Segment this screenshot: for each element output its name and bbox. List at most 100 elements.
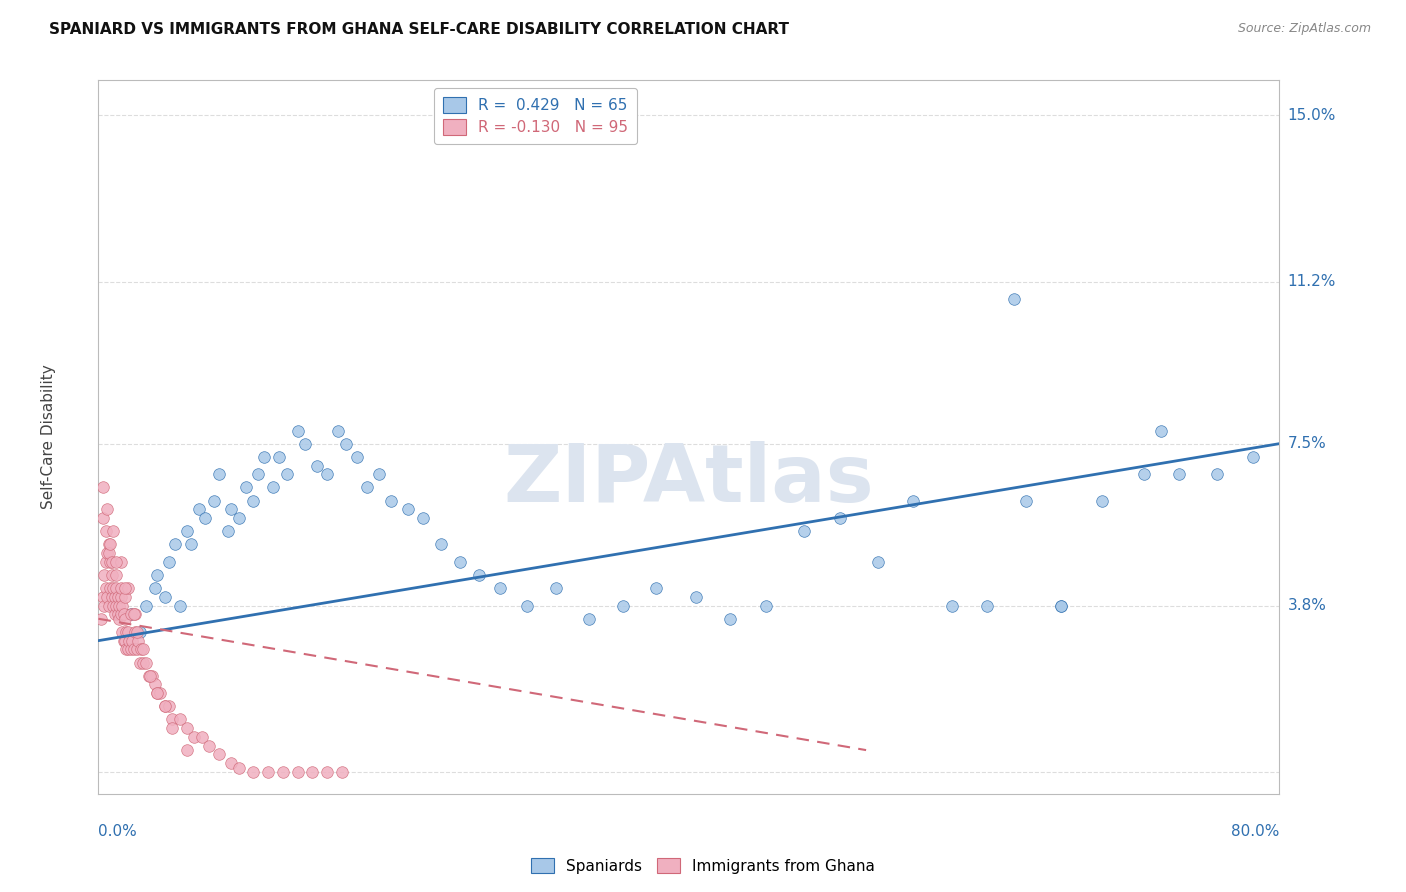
- Point: [93, 599, 115, 613]
- Point: [176, 721, 198, 735]
- Legend: Spaniards, Immigrants from Ghana: Spaniards, Immigrants from Ghana: [524, 852, 882, 880]
- Point: [316, 764, 339, 779]
- Point: [110, 607, 132, 622]
- Point: [262, 480, 284, 494]
- Point: [169, 713, 191, 727]
- Point: [191, 730, 214, 744]
- Legend: R =  0.429   N = 65, R = -0.130   N = 95: R = 0.429 N = 65, R = -0.130 N = 95: [433, 88, 637, 145]
- Point: [103, 581, 125, 595]
- Point: [828, 511, 851, 525]
- Point: [94, 581, 117, 595]
- Point: [105, 568, 128, 582]
- Point: [143, 581, 166, 595]
- Point: [97, 546, 120, 560]
- Point: [94, 524, 117, 539]
- Point: [122, 642, 145, 657]
- Point: [578, 612, 600, 626]
- Point: [90, 612, 112, 626]
- Point: [117, 624, 139, 639]
- Point: [287, 424, 309, 438]
- Point: [105, 581, 128, 595]
- Point: [793, 524, 815, 539]
- Point: [1091, 493, 1114, 508]
- Point: [96, 546, 118, 560]
- Point: [176, 524, 198, 539]
- Point: [1002, 292, 1025, 306]
- Point: [1150, 424, 1173, 438]
- Point: [1241, 450, 1264, 464]
- Point: [135, 656, 157, 670]
- Text: 11.2%: 11.2%: [1288, 274, 1336, 289]
- Point: [330, 764, 353, 779]
- Point: [100, 555, 122, 569]
- Point: [755, 599, 778, 613]
- Point: [143, 677, 166, 691]
- Point: [91, 590, 114, 604]
- Point: [449, 555, 471, 569]
- Point: [146, 686, 169, 700]
- Point: [287, 764, 309, 779]
- Point: [246, 467, 269, 482]
- Point: [1050, 599, 1073, 613]
- Point: [120, 642, 142, 657]
- Point: [114, 633, 136, 648]
- Point: [612, 599, 634, 613]
- Point: [112, 607, 135, 622]
- Point: [228, 511, 250, 525]
- Point: [117, 642, 139, 657]
- Point: [98, 581, 121, 595]
- Point: [208, 467, 231, 482]
- Point: [111, 624, 134, 639]
- Point: [326, 424, 349, 438]
- Text: SPANIARD VS IMMIGRANTS FROM GHANA SELF-CARE DISABILITY CORRELATION CHART: SPANIARD VS IMMIGRANTS FROM GHANA SELF-C…: [49, 22, 789, 37]
- Point: [368, 467, 391, 482]
- Text: 15.0%: 15.0%: [1288, 108, 1336, 123]
- Point: [115, 624, 138, 639]
- Point: [110, 555, 132, 569]
- Point: [1206, 467, 1229, 482]
- Point: [645, 581, 668, 595]
- Point: [267, 450, 290, 464]
- Point: [153, 699, 176, 714]
- Point: [124, 607, 146, 622]
- Point: [117, 581, 139, 595]
- Point: [305, 458, 328, 473]
- Text: Source: ZipAtlas.com: Source: ZipAtlas.com: [1237, 22, 1371, 36]
- Point: [180, 537, 202, 551]
- Point: [96, 590, 118, 604]
- Point: [100, 590, 122, 604]
- Point: [128, 624, 150, 639]
- Point: [97, 599, 120, 613]
- Point: [219, 502, 242, 516]
- Point: [100, 568, 122, 582]
- Point: [93, 568, 115, 582]
- Point: [718, 612, 741, 626]
- Point: [146, 686, 169, 700]
- Point: [122, 607, 145, 622]
- Point: [103, 524, 125, 539]
- Point: [108, 612, 131, 626]
- Point: [176, 743, 198, 757]
- Point: [544, 581, 567, 595]
- Point: [108, 599, 131, 613]
- Point: [146, 568, 169, 582]
- Text: 3.8%: 3.8%: [1288, 599, 1327, 613]
- Point: [118, 633, 141, 648]
- Point: [153, 699, 176, 714]
- Text: 7.5%: 7.5%: [1288, 436, 1326, 451]
- Point: [157, 699, 180, 714]
- Point: [132, 656, 155, 670]
- Point: [1168, 467, 1191, 482]
- Point: [127, 633, 149, 648]
- Point: [271, 764, 294, 779]
- Point: [114, 590, 136, 604]
- Point: [110, 581, 132, 595]
- Point: [97, 537, 120, 551]
- Point: [138, 668, 160, 682]
- Point: [941, 599, 963, 613]
- Point: [132, 642, 155, 657]
- Point: [112, 633, 135, 648]
- Point: [198, 739, 221, 753]
- Point: [356, 480, 378, 494]
- Point: [1132, 467, 1154, 482]
